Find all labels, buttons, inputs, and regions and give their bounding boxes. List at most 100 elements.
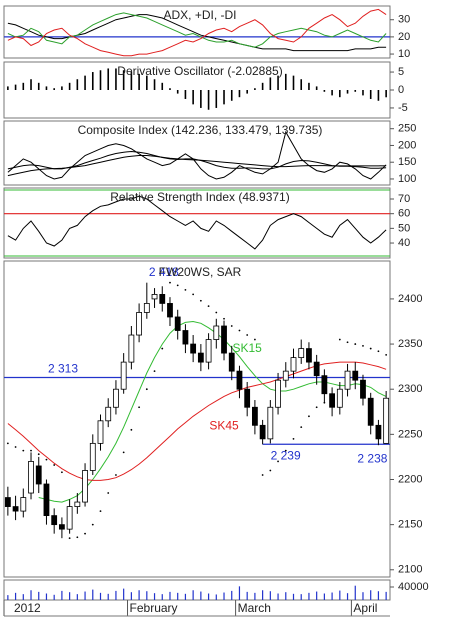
candle-body xyxy=(190,343,197,354)
bar xyxy=(69,592,71,600)
candle-body xyxy=(275,379,281,408)
bar xyxy=(362,90,364,96)
sar-dot xyxy=(68,537,71,540)
bar xyxy=(99,592,102,600)
candle-body xyxy=(128,334,135,363)
bar xyxy=(200,90,202,108)
bar xyxy=(91,72,94,90)
bar xyxy=(14,84,17,90)
candle-body xyxy=(290,357,297,372)
sar-dot xyxy=(107,492,110,494)
bar xyxy=(38,591,40,600)
bar xyxy=(123,588,125,600)
sar-dot xyxy=(246,334,249,336)
bar xyxy=(14,592,17,600)
sar-dot xyxy=(130,428,133,431)
sar-dot xyxy=(277,460,279,463)
candle-body xyxy=(74,501,81,507)
bar xyxy=(223,90,225,105)
bar xyxy=(130,592,132,600)
bar xyxy=(269,77,272,90)
bar xyxy=(254,592,256,600)
candle-body xyxy=(336,388,343,408)
bar xyxy=(285,592,287,600)
bar xyxy=(115,68,117,90)
candle-body xyxy=(51,515,58,526)
sar-dot xyxy=(161,347,164,350)
bar xyxy=(362,592,364,600)
bar xyxy=(200,591,202,600)
y-tick-label: 150 xyxy=(398,156,416,168)
series-line xyxy=(38,320,387,503)
candle-body xyxy=(267,406,274,440)
bar xyxy=(30,79,32,90)
bar xyxy=(177,592,179,600)
bar xyxy=(215,90,218,108)
series-line xyxy=(7,12,387,48)
bar xyxy=(92,589,94,600)
y-tick-label: 5 xyxy=(398,66,404,78)
bar xyxy=(22,594,24,600)
bar xyxy=(68,82,71,90)
bar xyxy=(146,75,148,90)
bar xyxy=(292,593,295,600)
candle-body xyxy=(282,370,289,381)
bar xyxy=(261,82,264,90)
candle-body xyxy=(120,361,127,390)
y-tick-label: 60 xyxy=(398,208,410,220)
candle-body xyxy=(182,330,189,345)
candle-body xyxy=(35,465,42,485)
bar xyxy=(107,68,110,90)
bar xyxy=(153,593,156,600)
candle-body xyxy=(306,348,312,363)
sar-dot xyxy=(254,338,256,341)
bar xyxy=(53,88,55,90)
candle-body xyxy=(383,397,390,444)
candle-body xyxy=(321,375,328,395)
y-tick-label: 2400 xyxy=(398,293,422,305)
sar-dot xyxy=(153,370,156,373)
bar xyxy=(176,90,179,94)
bar xyxy=(115,590,117,600)
panel-title: Relative Strength Index (48.9371) xyxy=(110,190,289,204)
panel-title: FW20WS, SAR xyxy=(159,265,242,279)
x-tick-label: February xyxy=(130,601,178,615)
candle-body xyxy=(105,406,112,422)
bar xyxy=(385,591,387,600)
candle-body xyxy=(43,483,50,517)
sar-dot xyxy=(369,347,372,350)
annotation: 2 238 xyxy=(357,451,387,465)
bar xyxy=(45,593,48,600)
bar xyxy=(161,594,163,600)
bar xyxy=(215,594,217,600)
y-tick-label: 2100 xyxy=(398,564,422,576)
y-tick-label: 10 xyxy=(398,48,410,60)
candle-body xyxy=(197,352,204,363)
bar xyxy=(269,591,271,600)
y-tick-label: 100 xyxy=(398,173,416,185)
candle-body xyxy=(259,424,266,440)
bar xyxy=(146,591,148,600)
candle-body xyxy=(329,393,336,408)
candle-body xyxy=(352,370,359,381)
y-tick-label: 20 xyxy=(398,31,410,43)
candle-body xyxy=(82,470,88,503)
y-tick-label: 40 xyxy=(398,237,410,249)
bar xyxy=(130,72,133,90)
candle-body xyxy=(28,461,34,494)
panel-title: Composite Index (142.236, 133.479, 139.7… xyxy=(78,123,323,137)
bar xyxy=(138,73,140,90)
bar xyxy=(184,593,187,600)
candle-body xyxy=(244,388,251,408)
bar xyxy=(161,82,164,90)
candle-body xyxy=(228,352,235,372)
y-tick-label: 250 xyxy=(398,123,416,135)
bar xyxy=(7,86,9,90)
y-tick-label: 200 xyxy=(398,139,416,151)
bar xyxy=(99,70,102,90)
bar xyxy=(192,590,194,600)
sar-dot xyxy=(122,451,125,454)
candle-body xyxy=(313,361,320,377)
bar xyxy=(223,592,225,600)
bar xyxy=(331,90,333,96)
